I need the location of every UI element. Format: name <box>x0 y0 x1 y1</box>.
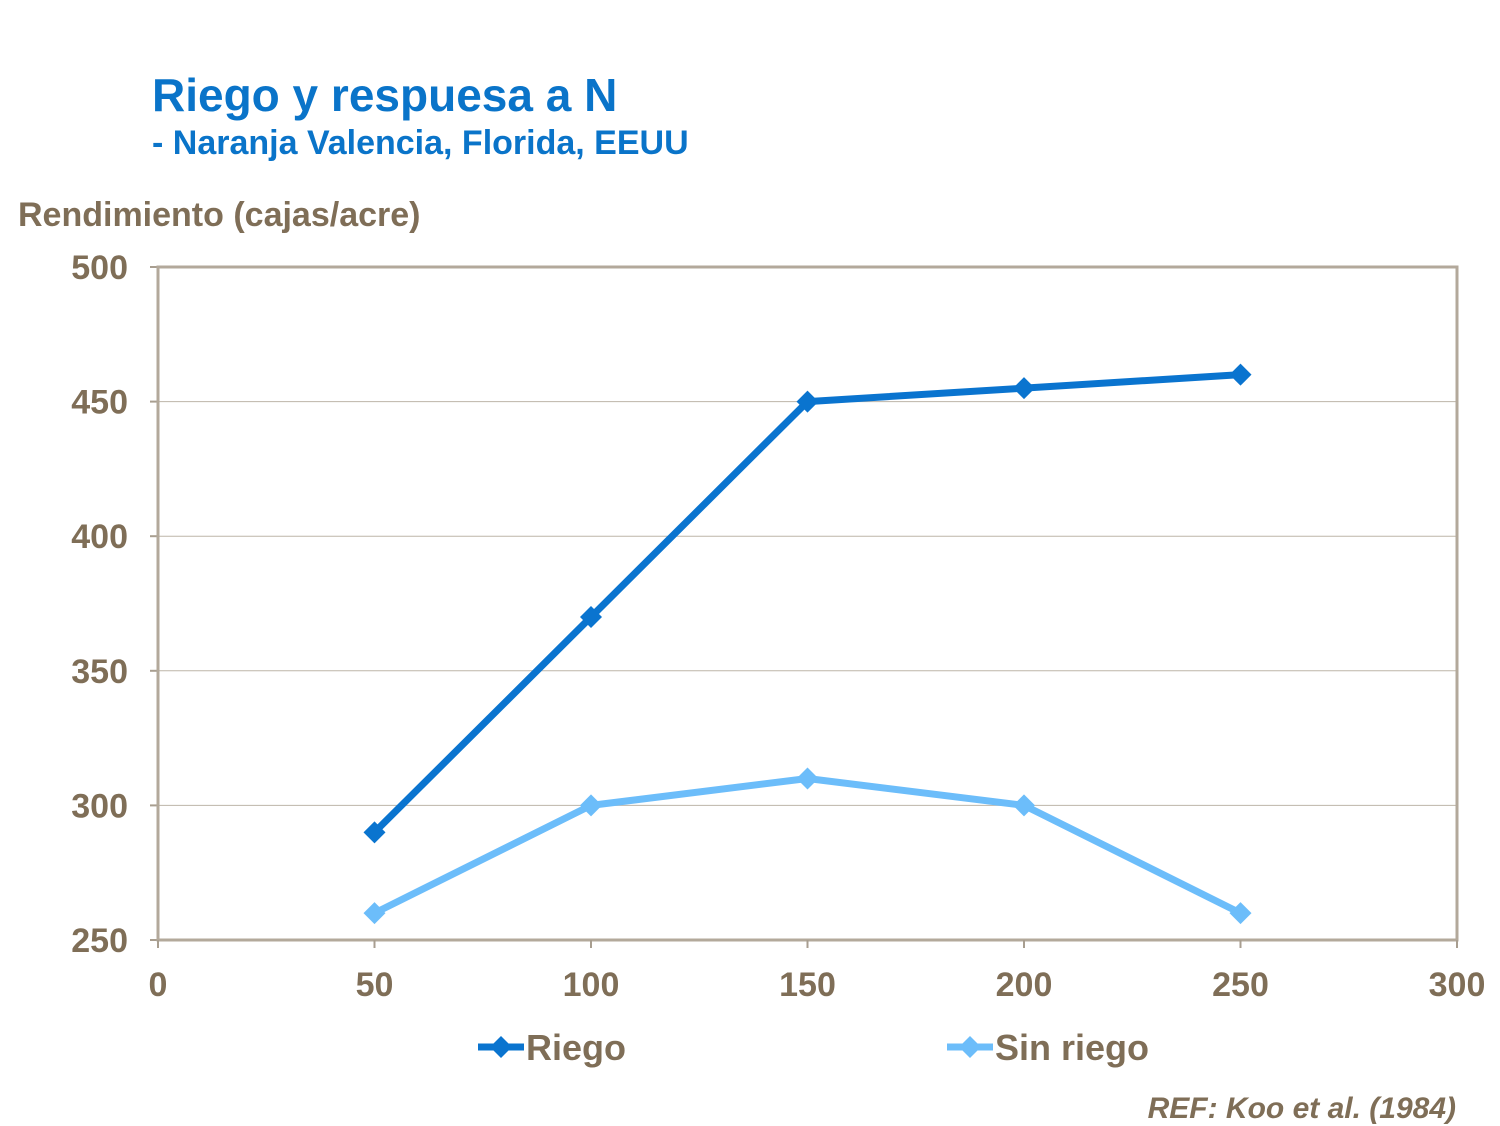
y-tick-label: 400 <box>71 518 128 556</box>
data-point <box>580 794 602 817</box>
data-point <box>1013 377 1035 400</box>
data-point <box>1229 902 1252 925</box>
series-line-sin-riego <box>372 774 1243 917</box>
y-tick-label: 500 <box>71 249 128 287</box>
legend-marker <box>490 1036 512 1058</box>
chart-subtitle: - Naranja Valencia, Florida, EEUU <box>152 124 689 162</box>
legend-marker <box>959 1036 981 1058</box>
data-point <box>796 390 819 413</box>
x-tick-label: 150 <box>779 966 836 1004</box>
y-tick-label: 450 <box>71 384 128 422</box>
y-tick-label: 250 <box>71 922 128 960</box>
data-point <box>363 902 386 925</box>
x-tick-label: 300 <box>1429 966 1486 1004</box>
plot-area-border <box>156 265 1459 942</box>
data-point <box>580 605 602 628</box>
chart-title: Riego y respuesa a N <box>152 69 618 121</box>
y-tick-label: 350 <box>71 653 128 691</box>
x-tick-label: 100 <box>563 966 620 1004</box>
x-tick-label: 0 <box>149 966 168 1004</box>
data-point <box>1229 363 1252 386</box>
x-tick-label: 250 <box>1212 966 1269 1004</box>
x-tick-label: 200 <box>996 966 1053 1004</box>
data-point <box>363 821 386 844</box>
reference-note: REF: Koo et al. (1984) <box>1147 1092 1456 1125</box>
data-point <box>796 767 819 790</box>
legend-label: Sin riego <box>995 1027 1149 1068</box>
x-tick-label: 50 <box>356 966 394 1004</box>
y-axis-label: Rendimiento (cajas/acre) <box>18 196 421 234</box>
y-tick-label: 300 <box>71 787 128 825</box>
data-point <box>1013 794 1035 817</box>
series-line-riego <box>372 371 1241 835</box>
legend-label: Riego <box>526 1027 626 1068</box>
